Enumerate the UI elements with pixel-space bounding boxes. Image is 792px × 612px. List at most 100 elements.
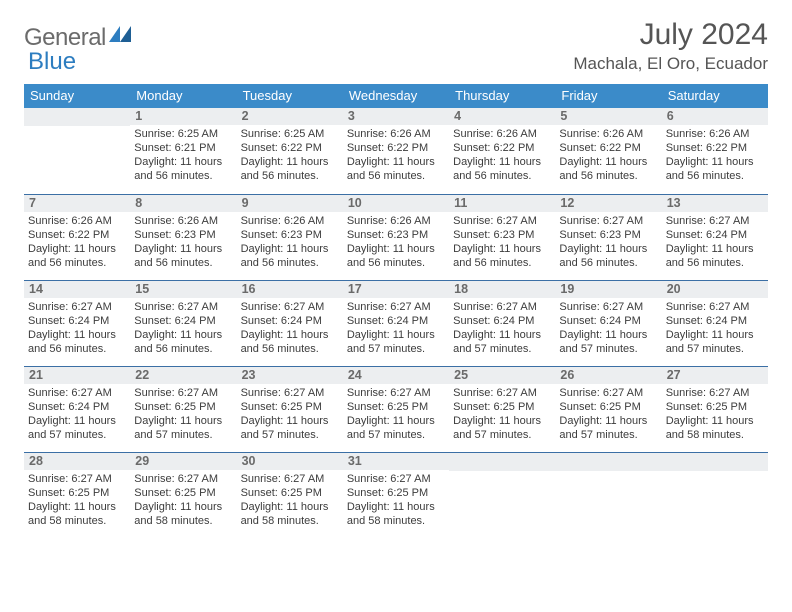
calendar-empty-cell (24, 108, 130, 194)
calendar-day-cell: 15Sunrise: 6:27 AMSunset: 6:24 PMDayligh… (130, 280, 236, 366)
day-number (662, 453, 768, 471)
calendar-day-cell: 13Sunrise: 6:27 AMSunset: 6:24 PMDayligh… (662, 194, 768, 280)
calendar-day-cell: 14Sunrise: 6:27 AMSunset: 6:24 PMDayligh… (24, 280, 130, 366)
day-number: 29 (130, 453, 236, 470)
day-number: 1 (130, 108, 236, 125)
day-details: Sunrise: 6:27 AMSunset: 6:25 PMDaylight:… (662, 384, 768, 446)
day-number: 25 (449, 367, 555, 384)
day-number: 13 (662, 195, 768, 212)
calendar-day-cell: 4Sunrise: 6:26 AMSunset: 6:22 PMDaylight… (449, 108, 555, 194)
day-details: Sunrise: 6:27 AMSunset: 6:25 PMDaylight:… (237, 384, 343, 446)
calendar-body: 1Sunrise: 6:25 AMSunset: 6:21 PMDaylight… (24, 108, 768, 538)
day-number: 26 (555, 367, 661, 384)
calendar-day-cell: 3Sunrise: 6:26 AMSunset: 6:22 PMDaylight… (343, 108, 449, 194)
day-details: Sunrise: 6:27 AMSunset: 6:24 PMDaylight:… (24, 384, 130, 446)
calendar-table: Sunday Monday Tuesday Wednesday Thursday… (24, 84, 768, 538)
calendar-day-cell: 23Sunrise: 6:27 AMSunset: 6:25 PMDayligh… (237, 366, 343, 452)
calendar-day-cell: 21Sunrise: 6:27 AMSunset: 6:24 PMDayligh… (24, 366, 130, 452)
weekday-header: Monday (130, 84, 236, 108)
day-details: Sunrise: 6:27 AMSunset: 6:25 PMDaylight:… (24, 470, 130, 532)
day-details: Sunrise: 6:25 AMSunset: 6:21 PMDaylight:… (130, 125, 236, 187)
day-number: 15 (130, 281, 236, 298)
day-number: 31 (343, 453, 449, 470)
day-number (555, 453, 661, 471)
day-details: Sunrise: 6:27 AMSunset: 6:25 PMDaylight:… (555, 384, 661, 446)
calendar-empty-cell (449, 452, 555, 538)
calendar-week-row: 14Sunrise: 6:27 AMSunset: 6:24 PMDayligh… (24, 280, 768, 366)
calendar-day-cell: 18Sunrise: 6:27 AMSunset: 6:24 PMDayligh… (449, 280, 555, 366)
day-number: 6 (662, 108, 768, 125)
day-number: 10 (343, 195, 449, 212)
weekday-header: Wednesday (343, 84, 449, 108)
day-number: 24 (343, 367, 449, 384)
calendar-week-row: 7Sunrise: 6:26 AMSunset: 6:22 PMDaylight… (24, 194, 768, 280)
calendar-day-cell: 11Sunrise: 6:27 AMSunset: 6:23 PMDayligh… (449, 194, 555, 280)
day-details: Sunrise: 6:27 AMSunset: 6:25 PMDaylight:… (130, 470, 236, 532)
day-details: Sunrise: 6:27 AMSunset: 6:24 PMDaylight:… (343, 298, 449, 360)
weekday-header: Thursday (449, 84, 555, 108)
calendar-day-cell: 12Sunrise: 6:27 AMSunset: 6:23 PMDayligh… (555, 194, 661, 280)
calendar-day-cell: 17Sunrise: 6:27 AMSunset: 6:24 PMDayligh… (343, 280, 449, 366)
calendar-day-cell: 8Sunrise: 6:26 AMSunset: 6:23 PMDaylight… (130, 194, 236, 280)
calendar-day-cell: 1Sunrise: 6:25 AMSunset: 6:21 PMDaylight… (130, 108, 236, 194)
calendar-day-cell: 10Sunrise: 6:26 AMSunset: 6:23 PMDayligh… (343, 194, 449, 280)
calendar-day-cell: 20Sunrise: 6:27 AMSunset: 6:24 PMDayligh… (662, 280, 768, 366)
calendar-week-row: 1Sunrise: 6:25 AMSunset: 6:21 PMDaylight… (24, 108, 768, 194)
day-number: 2 (237, 108, 343, 125)
day-details: Sunrise: 6:27 AMSunset: 6:23 PMDaylight:… (555, 212, 661, 274)
calendar-day-cell: 28Sunrise: 6:27 AMSunset: 6:25 PMDayligh… (24, 452, 130, 538)
day-details: Sunrise: 6:27 AMSunset: 6:24 PMDaylight:… (555, 298, 661, 360)
calendar-week-row: 28Sunrise: 6:27 AMSunset: 6:25 PMDayligh… (24, 452, 768, 538)
day-number: 4 (449, 108, 555, 125)
day-details: Sunrise: 6:27 AMSunset: 6:25 PMDaylight:… (130, 384, 236, 446)
calendar-day-cell: 27Sunrise: 6:27 AMSunset: 6:25 PMDayligh… (662, 366, 768, 452)
brand-triangle-icon (109, 26, 131, 42)
day-number: 18 (449, 281, 555, 298)
day-number: 30 (237, 453, 343, 470)
calendar-day-cell: 6Sunrise: 6:26 AMSunset: 6:22 PMDaylight… (662, 108, 768, 194)
day-number: 19 (555, 281, 661, 298)
calendar-day-cell: 9Sunrise: 6:26 AMSunset: 6:23 PMDaylight… (237, 194, 343, 280)
day-details: Sunrise: 6:26 AMSunset: 6:23 PMDaylight:… (343, 212, 449, 274)
day-details: Sunrise: 6:26 AMSunset: 6:22 PMDaylight:… (662, 125, 768, 187)
weekday-header: Tuesday (237, 84, 343, 108)
day-details: Sunrise: 6:26 AMSunset: 6:23 PMDaylight:… (237, 212, 343, 274)
day-details: Sunrise: 6:25 AMSunset: 6:22 PMDaylight:… (237, 125, 343, 187)
calendar-day-cell: 2Sunrise: 6:25 AMSunset: 6:22 PMDaylight… (237, 108, 343, 194)
day-number (449, 453, 555, 471)
day-number: 8 (130, 195, 236, 212)
day-number: 16 (237, 281, 343, 298)
calendar-empty-cell (555, 452, 661, 538)
day-details: Sunrise: 6:26 AMSunset: 6:22 PMDaylight:… (343, 125, 449, 187)
day-number: 23 (237, 367, 343, 384)
day-number: 27 (662, 367, 768, 384)
day-details: Sunrise: 6:27 AMSunset: 6:25 PMDaylight:… (449, 384, 555, 446)
day-details: Sunrise: 6:27 AMSunset: 6:25 PMDaylight:… (237, 470, 343, 532)
day-number: 21 (24, 367, 130, 384)
day-number: 9 (237, 195, 343, 212)
day-details: Sunrise: 6:27 AMSunset: 6:25 PMDaylight:… (343, 470, 449, 532)
calendar-day-cell: 7Sunrise: 6:26 AMSunset: 6:22 PMDaylight… (24, 194, 130, 280)
day-details: Sunrise: 6:27 AMSunset: 6:23 PMDaylight:… (449, 212, 555, 274)
calendar-day-cell: 19Sunrise: 6:27 AMSunset: 6:24 PMDayligh… (555, 280, 661, 366)
day-details: Sunrise: 6:26 AMSunset: 6:22 PMDaylight:… (449, 125, 555, 187)
day-number: 3 (343, 108, 449, 125)
day-details: Sunrise: 6:27 AMSunset: 6:24 PMDaylight:… (662, 212, 768, 274)
day-details: Sunrise: 6:27 AMSunset: 6:24 PMDaylight:… (449, 298, 555, 360)
calendar-day-cell: 16Sunrise: 6:27 AMSunset: 6:24 PMDayligh… (237, 280, 343, 366)
weekday-header: Sunday (24, 84, 130, 108)
day-number (24, 108, 130, 126)
day-number: 28 (24, 453, 130, 470)
day-number: 22 (130, 367, 236, 384)
day-number: 17 (343, 281, 449, 298)
day-number: 7 (24, 195, 130, 212)
weekday-header: Saturday (662, 84, 768, 108)
day-details: Sunrise: 6:27 AMSunset: 6:24 PMDaylight:… (662, 298, 768, 360)
weekday-header-row: Sunday Monday Tuesday Wednesday Thursday… (24, 84, 768, 108)
page-header: General July 2024 Machala, El Oro, Ecuad… (24, 18, 768, 74)
calendar-day-cell: 25Sunrise: 6:27 AMSunset: 6:25 PMDayligh… (449, 366, 555, 452)
day-number: 11 (449, 195, 555, 212)
day-details: Sunrise: 6:26 AMSunset: 6:22 PMDaylight:… (24, 212, 130, 274)
calendar-day-cell: 22Sunrise: 6:27 AMSunset: 6:25 PMDayligh… (130, 366, 236, 452)
weekday-header: Friday (555, 84, 661, 108)
